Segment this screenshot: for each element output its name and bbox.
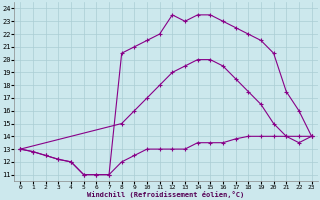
- X-axis label: Windchill (Refroidissement éolien,°C): Windchill (Refroidissement éolien,°C): [87, 191, 244, 198]
